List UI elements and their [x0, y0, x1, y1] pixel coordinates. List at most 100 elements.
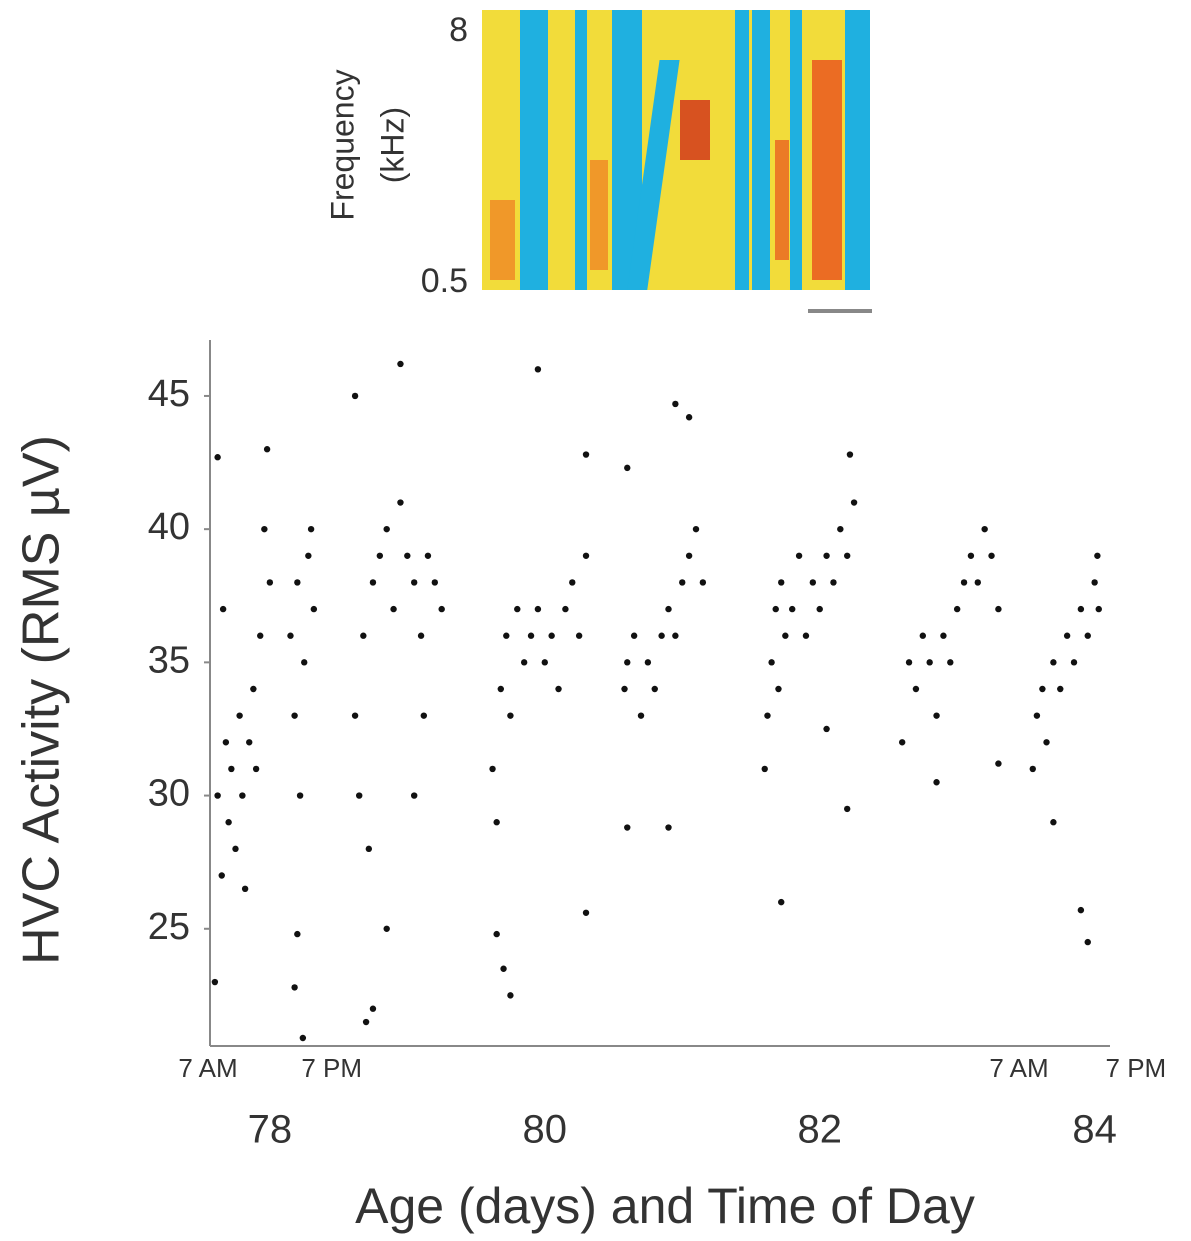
point [1084, 938, 1091, 946]
point [1029, 765, 1036, 773]
time-label: 7 AM [178, 1053, 237, 1083]
point [541, 659, 548, 666]
point [390, 605, 397, 613]
point [404, 552, 411, 559]
point [299, 1034, 307, 1042]
point [246, 739, 253, 746]
point [294, 579, 301, 586]
point [699, 579, 707, 586]
y-tick-label: 40 [148, 506, 190, 548]
point [1057, 685, 1064, 693]
point [252, 765, 260, 773]
point [291, 984, 298, 991]
point [974, 579, 981, 586]
point [933, 712, 940, 719]
point [214, 792, 221, 799]
point [548, 632, 555, 639]
point [1077, 906, 1085, 914]
point [1043, 739, 1050, 746]
point [995, 760, 1002, 767]
point [225, 819, 232, 826]
point [410, 792, 418, 799]
point [383, 525, 390, 533]
y-axis-title: HVC Activity (RMS µV) [13, 435, 71, 965]
y-tick-label: 30 [148, 773, 190, 815]
point [417, 632, 425, 639]
point [489, 765, 496, 773]
point [846, 451, 854, 458]
point [497, 685, 504, 693]
point [685, 414, 693, 421]
point [351, 392, 359, 400]
point [307, 525, 315, 533]
point [424, 552, 432, 559]
point [503, 632, 510, 639]
point [232, 845, 239, 853]
point [294, 930, 301, 938]
point [305, 552, 312, 559]
point [919, 632, 927, 639]
point [637, 712, 645, 719]
point [493, 819, 500, 826]
point [261, 525, 268, 533]
point [630, 632, 638, 639]
point [981, 525, 988, 533]
point [362, 1018, 370, 1026]
time-label: 7 AM [989, 1053, 1048, 1083]
point [266, 579, 274, 586]
point [692, 525, 700, 533]
point [967, 552, 975, 559]
point [624, 464, 631, 472]
point [624, 659, 631, 666]
point [789, 605, 796, 613]
point [988, 552, 995, 559]
point [830, 579, 837, 586]
point [995, 605, 1002, 613]
point [301, 659, 308, 666]
point [837, 525, 844, 533]
point [410, 579, 418, 586]
point [1039, 685, 1046, 693]
point [905, 659, 913, 666]
point [778, 579, 785, 586]
point [397, 360, 404, 368]
x-tick-label: 82 [797, 1108, 842, 1152]
point [624, 824, 631, 831]
point [778, 898, 785, 906]
point [214, 454, 221, 461]
point [940, 632, 947, 639]
point [782, 632, 789, 639]
point [685, 552, 693, 559]
inset-ylabel: (kHz) [374, 107, 410, 183]
point [534, 605, 542, 613]
point [816, 605, 823, 613]
point [1095, 605, 1102, 613]
inset-ylabel: Frequency [324, 69, 360, 220]
point [658, 632, 665, 639]
point [1033, 712, 1041, 719]
point [933, 779, 940, 786]
point [1077, 605, 1085, 613]
point [534, 366, 542, 373]
point [555, 685, 562, 693]
inset-tick-label: 0.5 [421, 262, 468, 300]
point [850, 499, 858, 506]
point [823, 725, 830, 733]
y-tick-label: 45 [148, 373, 190, 415]
x-axis-title: Age (days) and Time of Day [355, 1178, 975, 1234]
point [575, 632, 583, 639]
spectrogram [482, 10, 872, 313]
point [926, 659, 933, 666]
point [520, 659, 528, 666]
point [1094, 552, 1101, 559]
point [768, 659, 775, 666]
y-tick-label: 35 [148, 639, 190, 681]
point [898, 739, 906, 746]
point [507, 992, 514, 999]
point [507, 712, 514, 719]
point [369, 579, 377, 586]
point [582, 552, 590, 559]
point [665, 824, 672, 831]
point [844, 552, 851, 559]
